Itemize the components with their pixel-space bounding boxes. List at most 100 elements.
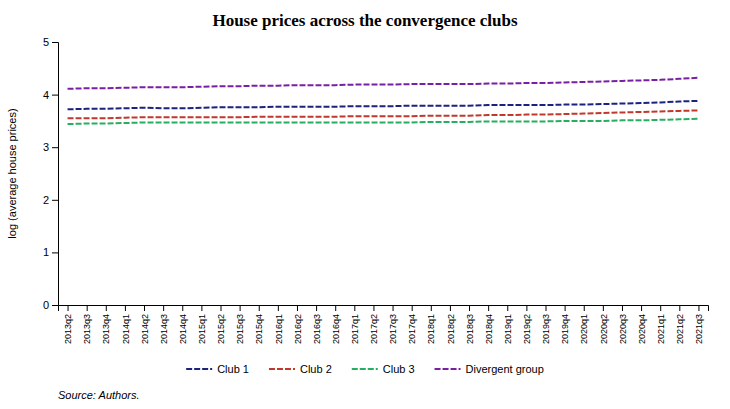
x-tick-mark bbox=[507, 305, 508, 311]
x-tick-mark bbox=[584, 305, 585, 311]
legend-item: Club 1 bbox=[186, 363, 249, 375]
x-tick: 2018q1 bbox=[426, 305, 436, 344]
x-tick-label: 2015q4 bbox=[254, 314, 264, 344]
x-tick: 2018q4 bbox=[484, 305, 494, 344]
x-tick: 2017q1 bbox=[350, 305, 360, 344]
x-tick: 2019q1 bbox=[503, 305, 513, 344]
x-tick-mark bbox=[660, 305, 661, 311]
x-tick-label: 2016q3 bbox=[312, 314, 322, 344]
line bbox=[68, 110, 699, 118]
x-tick: 2021q1 bbox=[656, 305, 666, 344]
y-tick-mark bbox=[52, 95, 58, 96]
x-tick-mark bbox=[240, 305, 241, 311]
x-tick-label: 2017q3 bbox=[388, 314, 398, 344]
plot-area: 0123452013q22013q32013q42014q12014q22014… bbox=[43, 36, 709, 344]
x-tick-mark bbox=[278, 305, 279, 311]
line bbox=[68, 119, 699, 124]
x-tick: 2014q3 bbox=[159, 305, 169, 344]
legend-label: Club 3 bbox=[383, 363, 415, 375]
legend-label: Club 1 bbox=[217, 363, 249, 375]
y-tick-mark bbox=[52, 42, 58, 43]
x-tick: 2016q1 bbox=[274, 305, 284, 344]
line bbox=[68, 101, 699, 109]
x-tick-mark bbox=[431, 305, 432, 311]
x-tick-label: 2017q4 bbox=[407, 314, 417, 344]
x-tick-mark bbox=[106, 305, 107, 311]
legend-swatch bbox=[352, 368, 378, 370]
x-tick-label: 2016q2 bbox=[293, 314, 303, 344]
y-tick-label: 4 bbox=[43, 89, 49, 101]
x-tick-mark bbox=[373, 305, 374, 311]
y-tick: 4 bbox=[43, 89, 58, 101]
x-tick-mark bbox=[163, 305, 164, 311]
x-tick-label: 2018q4 bbox=[484, 314, 494, 344]
x-tick: 2020q2 bbox=[599, 305, 609, 344]
x-tick-label: 2020q2 bbox=[599, 314, 609, 344]
x-tick-label: 2018q3 bbox=[465, 314, 475, 344]
legend-swatch bbox=[435, 368, 461, 370]
x-tick-label: 2015q1 bbox=[197, 314, 207, 344]
chart: House prices across the convergence club… bbox=[0, 0, 730, 409]
x-tick: 2017q2 bbox=[369, 305, 379, 344]
x-tick: 2021q2 bbox=[675, 305, 685, 344]
x-tick: 2019q4 bbox=[560, 305, 570, 344]
x-tick: 2014q2 bbox=[140, 305, 150, 344]
x-tick-label: 2020q4 bbox=[637, 314, 647, 344]
x-tick-mark bbox=[297, 305, 298, 311]
x-tick-label: 2015q2 bbox=[216, 314, 226, 344]
x-tick-mark bbox=[221, 305, 222, 311]
legend: Club 1 Club 2 Club 3 Divergent group bbox=[186, 363, 544, 375]
legend-label: Club 2 bbox=[300, 363, 332, 375]
x-axis-line bbox=[59, 306, 709, 312]
x-tick-mark bbox=[488, 305, 489, 311]
y-axis: 012345 bbox=[43, 36, 59, 311]
x-tick-mark bbox=[87, 305, 88, 311]
x-tick-mark bbox=[393, 305, 394, 311]
x-tick-mark bbox=[125, 305, 126, 311]
y-tick: 3 bbox=[43, 141, 58, 153]
y-tick-mark bbox=[52, 252, 58, 253]
x-tick-label: 2019q3 bbox=[541, 314, 551, 344]
legend-item: Club 2 bbox=[269, 363, 332, 375]
y-tick-label: 2 bbox=[43, 194, 49, 206]
legend-item: Club 3 bbox=[352, 363, 415, 375]
x-tick-label: 2014q3 bbox=[159, 314, 169, 344]
x-tick-label: 2016q1 bbox=[274, 314, 284, 344]
x-tick-label: 2019q1 bbox=[503, 314, 513, 344]
x-tick: 2014q1 bbox=[121, 305, 131, 344]
x-tick-mark bbox=[698, 305, 699, 311]
x-tick-mark bbox=[259, 305, 260, 311]
x-tick-mark bbox=[182, 305, 183, 311]
x-tick: 2020q4 bbox=[637, 305, 647, 344]
x-tick: 2016q3 bbox=[312, 305, 322, 344]
x-tick: 2013q2 bbox=[63, 305, 73, 344]
x-tick: 2015q1 bbox=[197, 305, 207, 344]
y-tick: 1 bbox=[43, 246, 58, 258]
y-tick-mark bbox=[52, 305, 58, 306]
x-tick-mark bbox=[412, 305, 413, 311]
x-tick-mark bbox=[679, 305, 680, 311]
x-tick: 2020q3 bbox=[618, 305, 628, 344]
x-tick: 2016q2 bbox=[293, 305, 303, 344]
x-tick-mark bbox=[603, 305, 604, 311]
lines bbox=[68, 78, 699, 124]
x-tick-label: 2018q1 bbox=[426, 314, 436, 344]
x-tick-mark bbox=[526, 305, 527, 311]
x-tick-label: 2021q1 bbox=[656, 314, 666, 344]
x-tick-label: 2019q4 bbox=[560, 314, 570, 344]
x-tick: 2019q3 bbox=[541, 305, 551, 344]
x-tick-label: 2013q3 bbox=[82, 314, 92, 344]
x-tick-label: 2020q3 bbox=[618, 314, 628, 344]
source-note: Source: Authors. bbox=[58, 389, 140, 401]
x-tick-label: 2021q2 bbox=[675, 314, 685, 344]
y-axis-line bbox=[52, 43, 59, 306]
y-tick: 5 bbox=[43, 36, 58, 48]
y-tick: 2 bbox=[43, 194, 58, 206]
x-tick: 2016q4 bbox=[331, 305, 341, 344]
y-tick-label: 5 bbox=[43, 36, 49, 48]
y-axis-title: log (average house prices) bbox=[6, 108, 18, 238]
x-tick-label: 2017q1 bbox=[350, 314, 360, 344]
legend-label: Divergent group bbox=[466, 363, 544, 375]
x-tick-mark bbox=[622, 305, 623, 311]
x-tick-label: 2019q2 bbox=[522, 314, 532, 344]
